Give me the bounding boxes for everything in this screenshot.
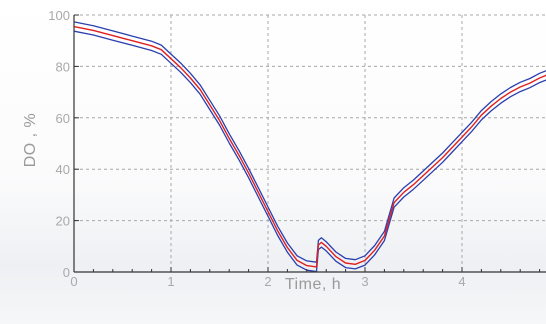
x-tick-label: 1 <box>167 274 174 289</box>
series-lines <box>73 21 546 273</box>
y-tick-label: 0 <box>63 265 70 280</box>
y-tick-label: 100 <box>48 8 70 23</box>
x-tick-label: 3 <box>361 274 368 289</box>
x-tick-label: 2 <box>264 274 271 289</box>
do-center-line <box>73 25 546 268</box>
x-axis-label: Time, h <box>285 276 341 293</box>
x-tick-label: 0 <box>70 274 77 289</box>
y-axis-label: DO , % <box>22 113 39 168</box>
upper-band-line <box>73 21 546 263</box>
axes <box>73 14 546 273</box>
x-tick-label: 4 <box>458 274 465 289</box>
grid-lines <box>74 14 546 272</box>
y-tick-label: 60 <box>56 111 70 126</box>
y-tick-label: 40 <box>56 162 70 177</box>
y-tick-label: 80 <box>56 59 70 74</box>
y-tick-label: 20 <box>56 214 70 229</box>
lower-band-line <box>73 30 546 273</box>
